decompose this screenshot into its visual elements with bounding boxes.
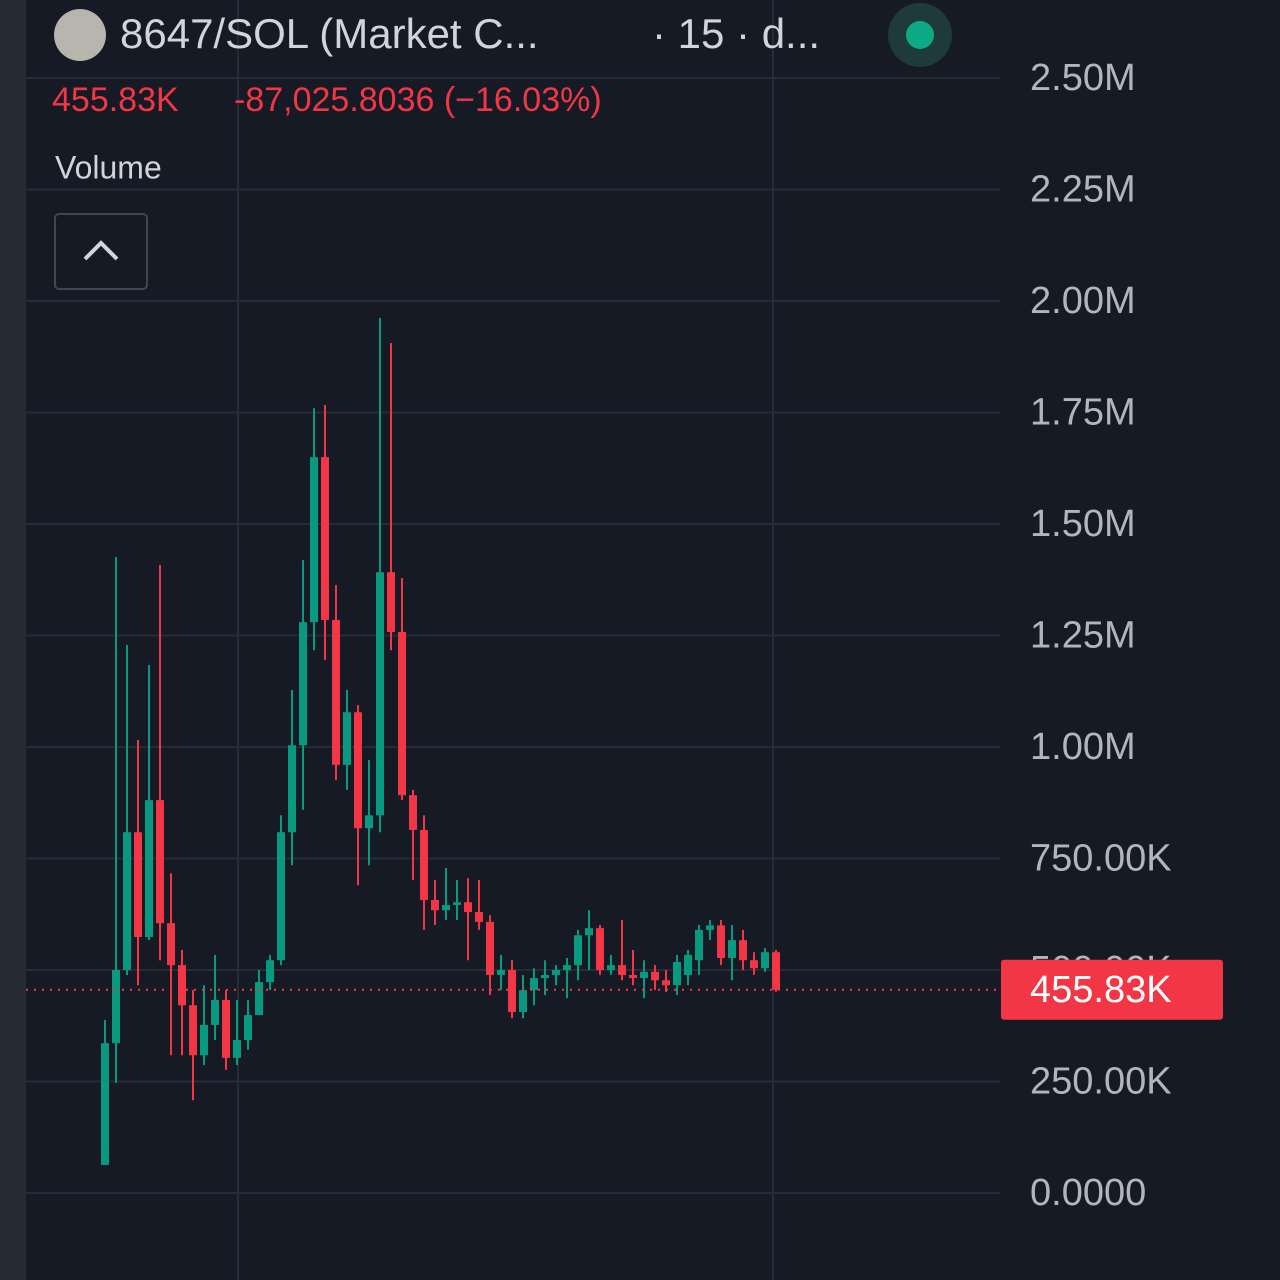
candle-body — [552, 970, 560, 975]
candle-body — [563, 965, 571, 971]
candle-body — [640, 971, 648, 979]
candle-body — [200, 1024, 208, 1056]
candle-body — [343, 712, 351, 765]
chevron-icon — [83, 240, 119, 261]
candle-body — [244, 1015, 252, 1041]
candle-body — [607, 965, 615, 971]
candle-body — [475, 912, 483, 922]
candle-body — [772, 952, 780, 990]
candle-body — [123, 832, 131, 971]
candle-body — [189, 1005, 197, 1056]
y-tick-label: 1.25M — [1030, 615, 1136, 657]
candle-body — [321, 457, 329, 620]
y-tick-label: 2.00M — [1030, 280, 1136, 322]
candle-body — [519, 990, 527, 1012]
candle-body — [376, 572, 384, 816]
left-edge — [0, 0, 26, 1280]
candle-body — [178, 965, 186, 1006]
candle-body — [398, 631, 406, 796]
candle-body — [255, 982, 263, 1016]
candle-body — [750, 960, 758, 969]
y-tick-label: 1.00M — [1030, 726, 1136, 768]
candle-body — [486, 921, 494, 975]
candle-body — [530, 978, 538, 991]
candle-body — [354, 712, 362, 829]
candle-body — [464, 902, 472, 913]
overlay: 455.83K — [26, 959, 1223, 1020]
candle-body — [629, 974, 637, 979]
candle-body — [442, 904, 450, 911]
indicator-label: Volume — [55, 149, 162, 185]
symbol-title: 8647/SOL (Market C... — [120, 10, 539, 57]
candle-body — [618, 965, 626, 975]
candle-body — [112, 970, 120, 1044]
candle-body — [101, 1043, 109, 1165]
header-change: -87,025.8036 (−16.03%) — [234, 81, 602, 119]
candle-body — [761, 952, 769, 969]
candle-body — [695, 929, 703, 961]
candle-body — [684, 954, 692, 975]
status-dot — [906, 21, 934, 49]
collapse-button[interactable] — [54, 213, 148, 290]
candle-body — [299, 622, 307, 746]
candle-body — [211, 999, 219, 1025]
candle-body — [574, 935, 582, 966]
candle-body — [310, 457, 318, 623]
y-tick-label: 1.50M — [1030, 503, 1136, 545]
last-price-badge — [1001, 959, 1223, 1020]
y-tick-label: 1.75M — [1030, 392, 1136, 434]
candle-body — [431, 900, 439, 911]
candle-body — [167, 923, 175, 966]
candle-body — [662, 980, 670, 986]
candle-body — [332, 619, 340, 765]
candle-body — [453, 902, 461, 905]
candle-body — [409, 795, 417, 830]
candle-body — [585, 928, 593, 936]
candle-body — [706, 925, 714, 930]
candle-body — [365, 815, 373, 829]
candle-body — [651, 971, 659, 981]
candle-body — [222, 999, 230, 1058]
candle-body — [728, 940, 736, 958]
candle-body — [497, 970, 505, 975]
y-tick-label: 2.25M — [1030, 169, 1136, 211]
y-tick-label: 0.0000 — [1030, 1172, 1146, 1214]
last-price-label: 455.83K — [1030, 969, 1172, 1011]
candle-body — [134, 832, 142, 938]
y-tick-label: 250.00K — [1030, 1061, 1172, 1103]
candles — [101, 317, 780, 1165]
candle-body — [420, 829, 428, 901]
candle-body — [739, 940, 747, 961]
candle-body — [508, 970, 516, 1012]
candle-body — [288, 745, 296, 833]
candle-body — [387, 572, 395, 632]
y-tick-label: 2.50M — [1030, 57, 1136, 99]
header-price: 455.83K — [52, 81, 179, 119]
candle-body — [277, 832, 285, 961]
candle-body — [233, 1040, 241, 1058]
candle-body — [156, 800, 164, 924]
candle-body — [541, 974, 549, 979]
candle-body — [266, 960, 274, 983]
y-tick-label: 750.00K — [1030, 838, 1172, 880]
candle-body — [673, 962, 681, 986]
candle-body — [717, 925, 725, 958]
interval: · 15 · d... — [652, 10, 820, 57]
token-icon — [54, 9, 106, 61]
candle-body — [596, 928, 604, 971]
candle-body — [145, 800, 153, 938]
